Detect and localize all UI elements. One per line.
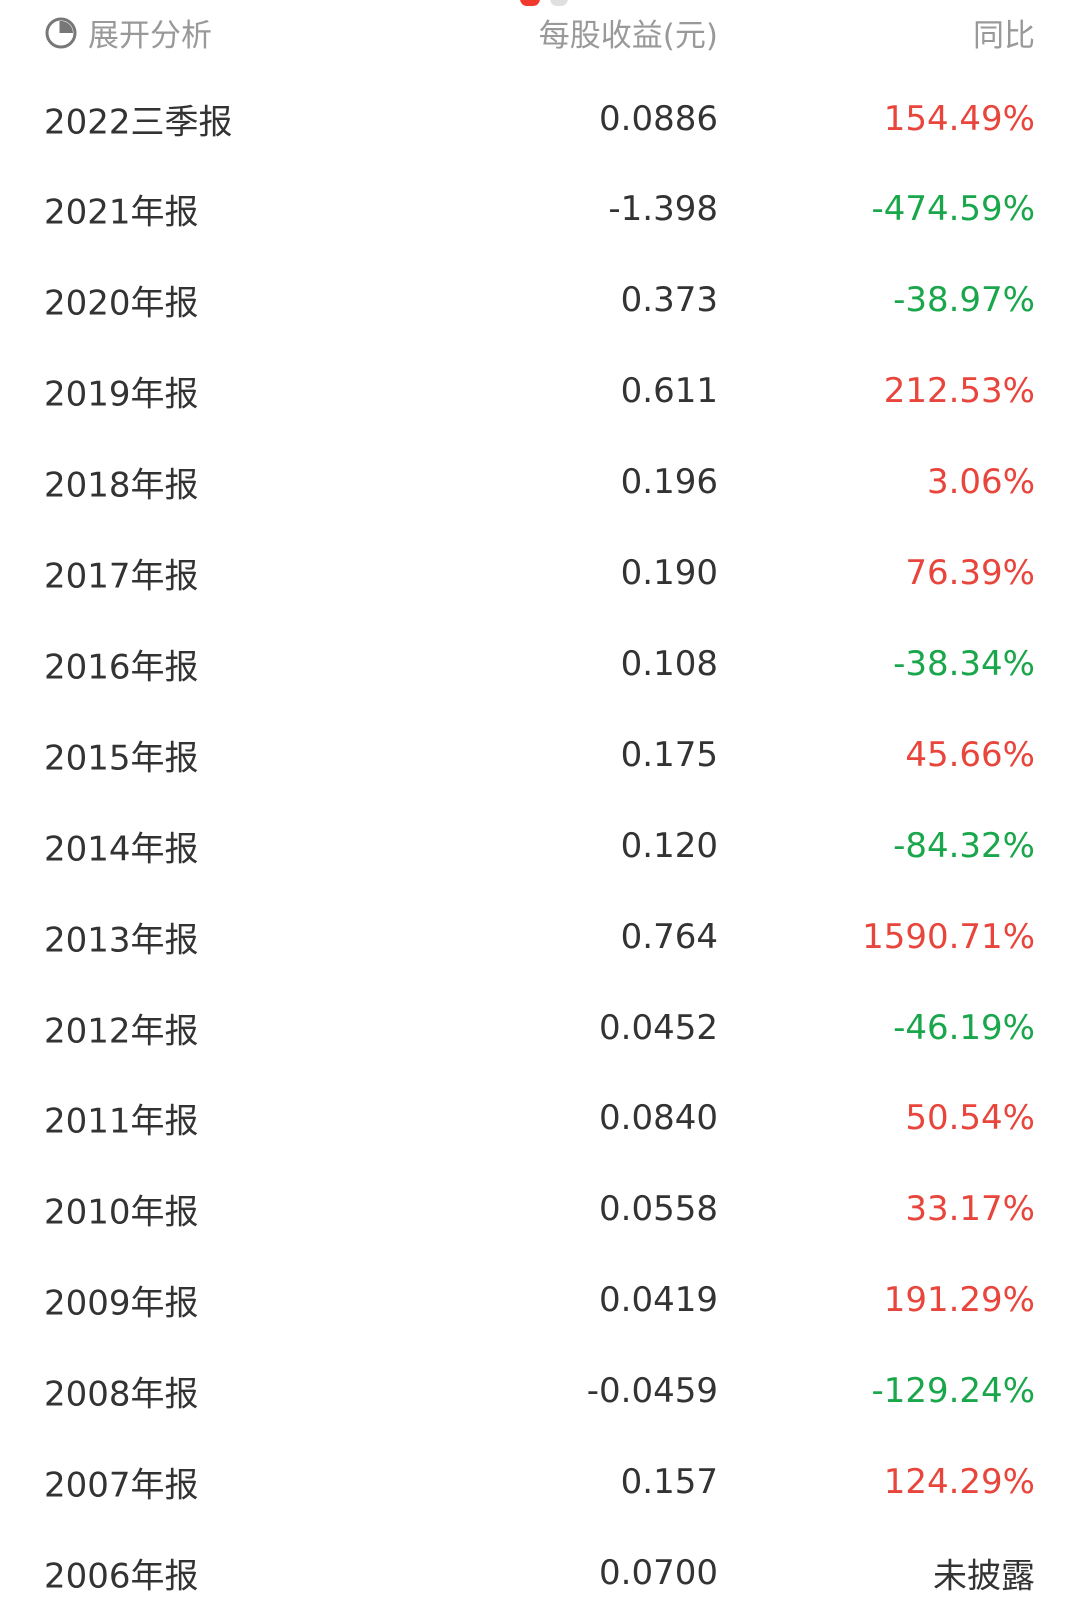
eps-cell: 0.0558 xyxy=(599,1189,718,1230)
page-dot[interactable] xyxy=(550,0,568,6)
eps-cell: 0.0700 xyxy=(599,1552,718,1593)
period-cell: 2020年报 xyxy=(44,283,199,324)
eps-cell: 0.175 xyxy=(620,734,718,775)
period-cell: 2011年报 xyxy=(44,1101,199,1142)
table-row[interactable]: 2008年报 -0.0459 -129.24% xyxy=(0,1346,1080,1437)
yoy-cell: 124.29% xyxy=(883,1462,1035,1502)
table-row[interactable]: 2009年报 0.0419 191.29% xyxy=(0,1255,1080,1346)
table-header: 展开分析 每股收益(元) 同比 xyxy=(0,0,1080,62)
yoy-cell: 未披露 xyxy=(933,1556,1035,1597)
yoy-cell: -84.32% xyxy=(893,825,1035,866)
period-cell: 2009年报 xyxy=(44,1283,199,1324)
table-row[interactable]: 2019年报 0.611 212.53% xyxy=(0,346,1080,437)
period-cell: 2007年报 xyxy=(44,1465,199,1506)
yoy-cell: -129.24% xyxy=(871,1371,1035,1412)
table-row[interactable]: 2010年报 0.0558 33.17% xyxy=(0,1164,1080,1255)
yoy-cell: 3.06% xyxy=(926,462,1035,503)
period-cell: 2021年报 xyxy=(44,192,199,233)
yoy-cell: -38.34% xyxy=(893,643,1035,684)
eps-cell: -0.0459 xyxy=(586,1371,718,1412)
table-row[interactable]: 2014年报 0.120 -84.32% xyxy=(0,800,1080,891)
period-cell: 2010年报 xyxy=(44,1192,199,1233)
yoy-cell: 1590.71% xyxy=(862,916,1035,957)
eps-cell: 0.373 xyxy=(620,280,718,321)
yoy-column-header: 同比 xyxy=(973,18,1035,54)
eps-cell: 0.190 xyxy=(620,553,718,593)
table-row[interactable]: 2012年报 0.0452 -46.19% xyxy=(0,982,1080,1073)
table-row[interactable]: 2016年报 0.108 -38.34% xyxy=(0,618,1080,709)
period-cell: 2006年报 xyxy=(44,1556,199,1597)
yoy-cell: 154.49% xyxy=(883,98,1035,139)
table-row[interactable]: 2013年报 0.764 1590.71% xyxy=(0,891,1080,982)
eps-cell: 0.0452 xyxy=(599,1007,718,1048)
expand-analysis-label: 展开分析 xyxy=(88,18,212,54)
yoy-cell: -46.19% xyxy=(893,1007,1035,1048)
eps-cell: 0.108 xyxy=(620,643,718,684)
eps-column-header: 每股收益(元) xyxy=(538,18,718,54)
period-cell: 2014年报 xyxy=(44,829,199,870)
table-row[interactable]: 2011年报 0.0840 50.54% xyxy=(0,1073,1080,1164)
yoy-cell: -474.59% xyxy=(871,189,1035,230)
eps-cell: 0.120 xyxy=(620,825,718,866)
period-cell: 2015年报 xyxy=(44,738,199,779)
period-cell: 2013年报 xyxy=(44,920,199,961)
eps-cell: -1.398 xyxy=(608,189,718,230)
table-row[interactable]: 2022三季报 0.0886 154.49% xyxy=(0,73,1080,164)
table-row[interactable]: 2018年报 0.196 3.06% xyxy=(0,437,1080,528)
period-cell: 2016年报 xyxy=(44,647,199,688)
page-indicator xyxy=(520,0,568,6)
eps-cell: 0.157 xyxy=(620,1462,718,1502)
yoy-cell: 45.66% xyxy=(905,734,1035,775)
eps-cell: 0.764 xyxy=(620,916,718,957)
yoy-cell: -38.97% xyxy=(893,280,1035,321)
yoy-cell: 50.54% xyxy=(905,1098,1035,1139)
eps-cell: 0.0886 xyxy=(599,98,718,139)
yoy-cell: 76.39% xyxy=(905,553,1035,593)
table-row[interactable]: 2006年报 0.0700 未披露 xyxy=(0,1527,1080,1618)
eps-cell: 0.0840 xyxy=(599,1098,718,1139)
pie-chart-icon xyxy=(45,17,77,48)
period-cell: 2012年报 xyxy=(44,1011,199,1051)
eps-cell: 0.0419 xyxy=(599,1280,718,1321)
table-row[interactable]: 2017年报 0.190 76.39% xyxy=(0,528,1080,619)
table-row[interactable]: 2015年报 0.175 45.66% xyxy=(0,709,1080,800)
table-row[interactable]: 2007年报 0.157 124.29% xyxy=(0,1437,1080,1528)
eps-cell: 0.611 xyxy=(620,371,718,412)
period-cell: 2008年报 xyxy=(44,1374,199,1415)
expand-analysis-button[interactable]: 展开分析 xyxy=(44,10,212,55)
period-cell: 2022三季报 xyxy=(44,102,233,142)
table-row[interactable]: 2021年报 -1.398 -474.59% xyxy=(0,164,1080,255)
page-dot-active[interactable] xyxy=(520,0,540,6)
yoy-cell: 191.29% xyxy=(883,1280,1035,1321)
period-cell: 2017年报 xyxy=(44,556,199,597)
yoy-cell: 33.17% xyxy=(905,1189,1035,1230)
table-row[interactable]: 2020年报 0.373 -38.97% xyxy=(0,255,1080,346)
eps-cell: 0.196 xyxy=(620,462,718,503)
period-cell: 2018年报 xyxy=(44,465,199,506)
period-cell: 2019年报 xyxy=(44,374,199,415)
yoy-cell: 212.53% xyxy=(883,371,1035,412)
